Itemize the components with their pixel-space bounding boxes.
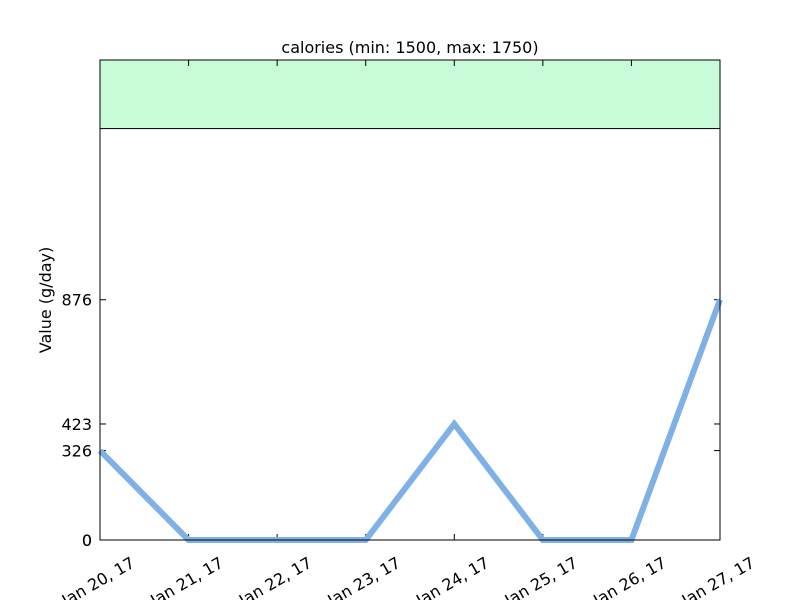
x-tick-label: Jan 20, 17 <box>58 553 138 600</box>
x-tick-label: Jan 26, 17 <box>589 553 669 600</box>
data-line <box>97 298 723 543</box>
x-tick-label: Jan 27, 17 <box>678 553 758 600</box>
y-tick-label: 423 <box>61 415 92 434</box>
target-band <box>99 59 721 130</box>
y-tick-label: 876 <box>61 291 92 310</box>
y-tick-label: 0 <box>82 531 92 550</box>
x-tick-label: Jan 25, 17 <box>501 553 581 600</box>
x-tick-label: Jan 23, 17 <box>324 553 404 600</box>
y-tick-label: 0 <box>82 531 92 550</box>
chart-title: calories (min: 1500, max: 1750) <box>281 38 538 57</box>
plot-frame <box>99 59 721 541</box>
y-tick-label: 326 <box>61 442 92 461</box>
x-tick-label: Jan 24, 17 <box>412 553 492 600</box>
x-tick-label: Jan 22, 17 <box>235 553 315 600</box>
y-axis-label: Value (g/day) <box>36 247 55 353</box>
x-tick-label: Jan 21, 17 <box>146 553 226 600</box>
